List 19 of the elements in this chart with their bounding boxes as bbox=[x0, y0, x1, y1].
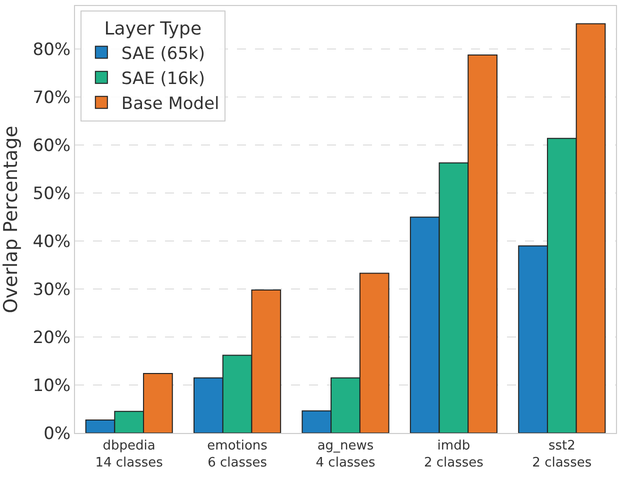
y-tick-label: 10% bbox=[32, 376, 71, 396]
y-tick-label: 30% bbox=[32, 280, 71, 300]
y-tick-label: 0% bbox=[44, 424, 71, 444]
y-tick-label: 50% bbox=[32, 184, 71, 204]
y-tick-label: 40% bbox=[32, 232, 71, 252]
legend-title: Layer Type bbox=[104, 18, 202, 40]
legend-label: SAE (16k) bbox=[121, 68, 206, 89]
x-tick-label: dbpedia 14 classes bbox=[95, 438, 164, 470]
legend-label: SAE (65k) bbox=[121, 44, 206, 64]
x-tick-label: sst2 2 classes bbox=[532, 438, 592, 470]
y-axis-title: Overlap Percentage bbox=[0, 126, 22, 314]
y-tick-label: 20% bbox=[32, 328, 71, 348]
legend-label: Base Model bbox=[121, 94, 220, 114]
x-tick-label: ag_news 4 classes bbox=[316, 438, 376, 470]
y-tick-label: 70% bbox=[32, 88, 71, 108]
y-tick-label: 60% bbox=[32, 136, 71, 156]
x-tick-label: imdb 2 classes bbox=[424, 438, 484, 470]
x-tick-label: emotions 6 classes bbox=[207, 438, 268, 470]
y-tick-label: 80% bbox=[32, 40, 71, 60]
